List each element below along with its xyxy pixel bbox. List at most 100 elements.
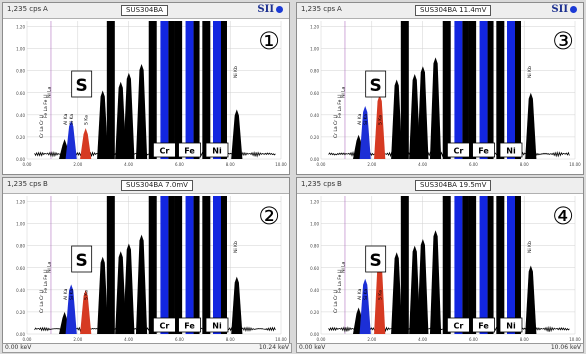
energy-max: 10.24 keV <box>258 344 289 351</box>
band-label-box <box>153 317 176 333</box>
peak <box>525 265 537 334</box>
logo-dot-icon <box>276 6 283 13</box>
x-tick-label: 6.00 <box>469 337 478 342</box>
y-tick-label: 1.20 <box>16 200 25 205</box>
s-label-box <box>71 245 93 273</box>
y-tick-label: 0.20 <box>16 135 25 140</box>
x-tick-label: 10.00 <box>569 337 581 342</box>
y-tick-label: 0.20 <box>16 310 25 315</box>
peak-bar <box>106 196 115 334</box>
element-line-label: Fe La Fe Ll <box>43 94 49 118</box>
s-label-box <box>365 245 387 273</box>
x-tick-label: 6.00 <box>175 162 184 167</box>
peak <box>391 252 403 334</box>
panel-header: 1,235 cps B SUS304BA 7.0mV <box>3 178 289 194</box>
element-line-label: Al Ka <box>357 113 363 125</box>
y-tick-label: 1.20 <box>310 200 319 205</box>
y-tick-label: 0.00 <box>310 157 319 162</box>
energy-range-bar-right[interactable]: 0.00 keV 10.06 keV <box>296 343 584 353</box>
band-label-box <box>205 317 229 333</box>
cps-readout: 1,235 cps <box>301 5 336 13</box>
peak-bar <box>174 21 183 159</box>
peak <box>231 276 243 334</box>
peak <box>417 66 429 159</box>
energy-max: 10.06 keV <box>550 344 581 351</box>
panel-header: 1,235 cps A SUS304BA 11.4mV SII <box>297 3 583 19</box>
peak <box>123 243 135 334</box>
peak-bar <box>148 196 157 334</box>
peak <box>97 256 109 334</box>
element-line-label: S Ka <box>378 290 384 300</box>
x-tick-label: 10.00 <box>275 162 287 167</box>
x-tick-label: 2.00 <box>367 162 376 167</box>
energy-min: 0.00 keV <box>299 344 326 351</box>
peak-bar <box>148 21 157 159</box>
peak-bar <box>174 196 183 334</box>
element-band <box>506 21 515 159</box>
cps-readout: 1,235 cps <box>7 5 42 13</box>
x-tick-label: 4.00 <box>124 337 133 342</box>
element-line-label: S Ka <box>84 115 90 125</box>
y-tick-label: 0.40 <box>16 113 25 118</box>
element-band <box>506 196 515 334</box>
y-tick-label: 0.40 <box>310 113 319 118</box>
band-label: Ni <box>212 147 222 156</box>
element-line-label: Ni Kb <box>233 241 239 253</box>
element-line-label: S Ka <box>378 115 384 125</box>
peak-bar <box>462 21 469 159</box>
x-tick-label: 2.00 <box>73 337 82 342</box>
x-tick-label: 0.00 <box>317 162 326 167</box>
sample-name-field[interactable]: SUS304BA <box>121 5 168 16</box>
s-label-box <box>71 70 93 98</box>
y-tick-label: 0.00 <box>16 332 25 337</box>
logo-dot-icon <box>570 6 577 13</box>
element-band <box>185 196 194 334</box>
x-tick-label: 2.00 <box>73 162 82 167</box>
x-tick-label: 2.00 <box>367 337 376 342</box>
band-label-box <box>472 317 495 333</box>
peak <box>97 90 109 159</box>
band-label-box <box>447 142 470 158</box>
peak <box>123 72 135 159</box>
element-line-label: Ni La <box>341 86 347 98</box>
sample-name-field[interactable]: SUS304BA 19.5mV <box>415 180 492 191</box>
spectrum-panel-4: 1,235 cps B SUS304BA 19.5mV 0.00 0.20 0.40… <box>296 177 584 350</box>
element-band <box>479 196 488 334</box>
y-tick-label: 0.40 <box>16 288 25 293</box>
y-tick-label: 0.80 <box>310 244 319 249</box>
panel-number: ③ <box>552 27 574 55</box>
peak-bar <box>487 21 494 159</box>
band-label: Ni <box>506 147 516 156</box>
s-label: S <box>76 76 88 96</box>
panel-label: B <box>43 180 48 188</box>
element-band <box>212 21 221 159</box>
y-tick-label: 0.60 <box>16 266 25 271</box>
panel-number: ④ <box>552 202 574 230</box>
si-peak <box>359 278 371 334</box>
band-label-box <box>447 317 470 333</box>
peak-bar <box>168 196 175 334</box>
y-tick-label: 1.00 <box>310 47 319 52</box>
panel-label: B <box>337 180 342 188</box>
x-tick-label: 6.00 <box>175 337 184 342</box>
spectrum-panel-1: 1,235 cps A SUS304BA SII 0.00 0.20 0.40 0.6… <box>2 2 290 175</box>
x-tick-label: 6.00 <box>469 162 478 167</box>
element-line-label: Cr La Cr Ll <box>333 115 339 138</box>
band-label: Cr <box>159 147 169 156</box>
element-band <box>212 196 221 334</box>
element-line-label: Al Ka <box>63 288 69 300</box>
panel-number: ② <box>258 202 280 230</box>
element-band <box>454 196 463 334</box>
energy-range-bar-left[interactable]: 0.00 keV 10.24 keV <box>2 343 292 353</box>
element-line-label: Si Ka <box>69 289 75 300</box>
x-tick-label: 10.00 <box>569 162 581 167</box>
element-band <box>185 21 194 159</box>
element-line-label: Cr La Cr Ll <box>39 290 45 313</box>
band-label: Cr <box>453 322 463 331</box>
sample-name-field[interactable]: SUS304BA 11.4mV <box>415 5 492 16</box>
s-label-box <box>365 70 387 98</box>
si-peak <box>65 120 77 159</box>
s-label: S <box>76 251 88 271</box>
panel-label: A <box>43 5 48 13</box>
sample-name-field[interactable]: SUS304BA 7.0mV <box>121 180 193 191</box>
